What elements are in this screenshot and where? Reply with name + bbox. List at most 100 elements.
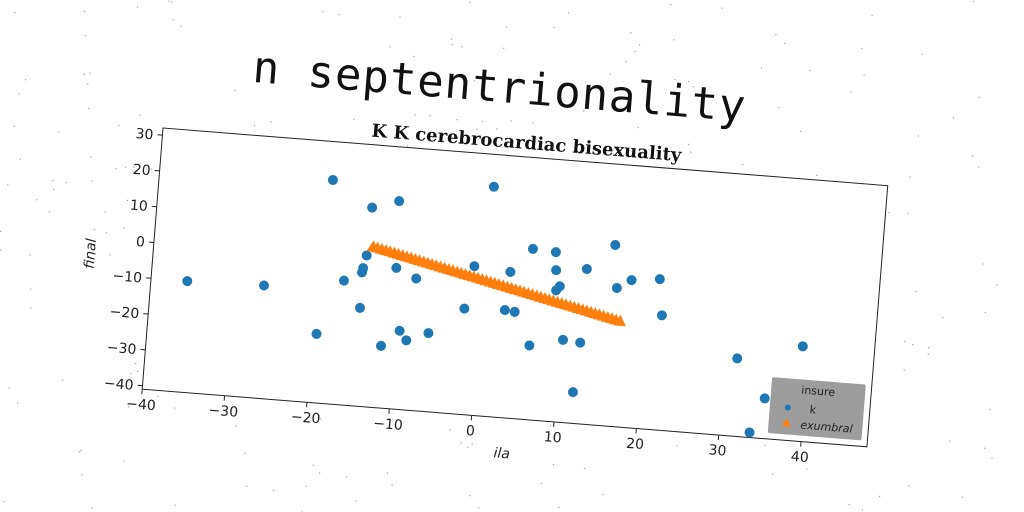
speckle (469, 495, 471, 497)
speckle (784, 42, 786, 44)
point-k (423, 328, 434, 339)
speckle (180, 25, 182, 27)
speckle (772, 473, 774, 475)
speckle (253, 124, 256, 126)
point-k (551, 265, 562, 276)
speckle (450, 38, 452, 40)
y-tick-label: −30 (106, 340, 137, 358)
speckle (978, 96, 980, 98)
y-tick-label: −20 (109, 304, 140, 322)
speckle (764, 444, 766, 446)
speckle (36, 199, 38, 201)
speckle (861, 509, 863, 511)
speckle (3, 501, 5, 503)
speckle (89, 72, 91, 74)
point-k (654, 274, 665, 285)
point-k (797, 341, 808, 352)
speckle (496, 128, 498, 130)
x-tick-label: 10 (543, 429, 562, 446)
point-k (581, 264, 592, 275)
speckle (88, 107, 90, 109)
speckle (58, 131, 60, 133)
speckle (312, 464, 314, 466)
speckle (991, 457, 993, 459)
speckle (449, 429, 451, 431)
point-k (509, 306, 520, 317)
speckle (908, 485, 910, 487)
speckle (907, 212, 909, 214)
x-tick-label: −10 (373, 416, 404, 434)
speckle (246, 485, 248, 487)
speckle (863, 74, 865, 76)
y-axis-label: final (82, 238, 100, 270)
speckle (915, 291, 917, 293)
point-k (488, 181, 499, 192)
speckle (65, 182, 67, 184)
speckle (674, 78, 676, 81)
speckle (574, 151, 577, 153)
x-tick-label: −20 (290, 409, 321, 427)
speckle (30, 288, 32, 290)
speckle (630, 32, 632, 34)
legend-marker-k (784, 404, 791, 411)
point-k (361, 250, 372, 261)
legend-label-exumbral: exumbral (800, 419, 853, 436)
speckle (135, 363, 137, 365)
speckle (928, 347, 930, 349)
speckle (407, 145, 409, 147)
x-tick-label: 0 (465, 423, 475, 440)
speckle (693, 86, 695, 88)
speckle (157, 395, 159, 397)
speckle (273, 489, 275, 491)
speckle (904, 340, 906, 343)
point-k (459, 303, 470, 314)
speckle (30, 307, 32, 309)
speckle (721, 7, 723, 9)
speckle (0, 230, 2, 232)
speckle (760, 67, 763, 69)
speckle (676, 445, 678, 447)
y-tick-label: 10 (129, 198, 148, 215)
speckle (978, 166, 980, 168)
speckle (414, 114, 416, 116)
point-k (524, 340, 535, 351)
speckle (319, 472, 321, 474)
speckle (609, 73, 612, 75)
point-k (391, 262, 402, 273)
x-tick-label: 40 (790, 449, 809, 466)
speckle (637, 127, 639, 129)
point-k (355, 302, 366, 313)
point-k (732, 353, 743, 364)
point-k (394, 196, 405, 207)
speckle (133, 166, 135, 168)
speckle (125, 166, 127, 168)
speckle (52, 180, 54, 182)
point-k (759, 393, 770, 404)
speckle (871, 14, 873, 16)
speckle (397, 127, 399, 129)
speckle (961, 496, 963, 498)
speckle (461, 46, 463, 48)
point-k (376, 340, 387, 351)
speckle (550, 425, 552, 427)
speckle (104, 211, 106, 213)
speckle (322, 11, 324, 13)
speckle (903, 369, 905, 371)
speckle (984, 311, 986, 314)
speckle (972, 0, 974, 3)
speckle (503, 47, 505, 49)
legend-box (767, 377, 866, 441)
x-tick-label: −40 (126, 396, 157, 414)
speckle (29, 254, 31, 256)
point-k (558, 334, 569, 345)
speckle (338, 14, 340, 16)
speckle (17, 402, 19, 404)
speckle (150, 168, 152, 170)
speckle (126, 199, 128, 201)
point-k (575, 337, 586, 348)
speckle (83, 73, 85, 75)
speckle (473, 80, 475, 82)
speckle (469, 1, 471, 4)
point-k (505, 266, 516, 277)
speckle (328, 81, 330, 83)
